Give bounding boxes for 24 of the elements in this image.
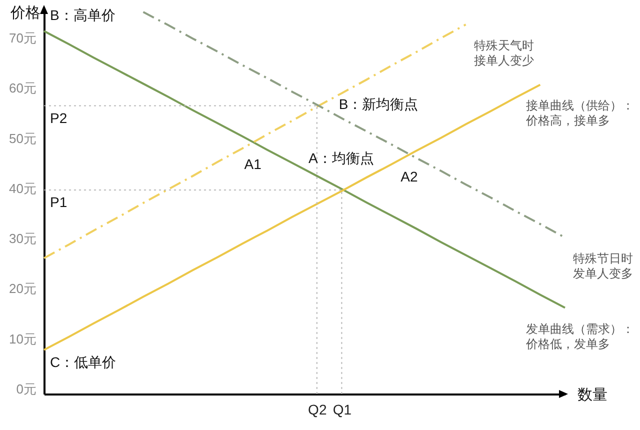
annotation: B：高单价 — [50, 7, 116, 24]
y-tick-label: 70元 — [9, 30, 36, 46]
text: 发单曲线（需求）：价格低，发单多 — [525, 322, 634, 351]
series-label: 特殊天气时接单人变少 — [474, 38, 534, 68]
y-tick-label: 0元 — [16, 381, 36, 396]
series-label: 接单曲线（供给）：价格高，接单多 — [525, 98, 634, 128]
y-tick-label: 30元 — [9, 231, 36, 246]
y-tick-label: 50元 — [9, 130, 36, 146]
y-tick-label: 20元 — [9, 281, 36, 296]
x-axis-title: 数量 — [578, 386, 608, 404]
annotation: A：均衡点 — [308, 150, 374, 166]
series-label: 特殊节日时发单人变多 — [573, 252, 633, 281]
y-tick-label: 10元 — [9, 331, 36, 346]
y-axis-title: 价格 — [10, 4, 40, 22]
annotation: C：低单价 — [50, 354, 116, 370]
x-tick-label: Q2 — [308, 402, 327, 418]
annotation: B：新均衡点 — [338, 96, 418, 112]
y-tick-label: 40元 — [9, 180, 36, 196]
annotation: A2 — [400, 168, 418, 184]
ref-line-label: P2 — [50, 110, 68, 126]
x-tick-label: Q1 — [332, 402, 352, 418]
ref-line-label: P1 — [50, 194, 68, 210]
y-tick-label: 60元 — [9, 80, 36, 96]
annotation: A1 — [244, 156, 262, 172]
